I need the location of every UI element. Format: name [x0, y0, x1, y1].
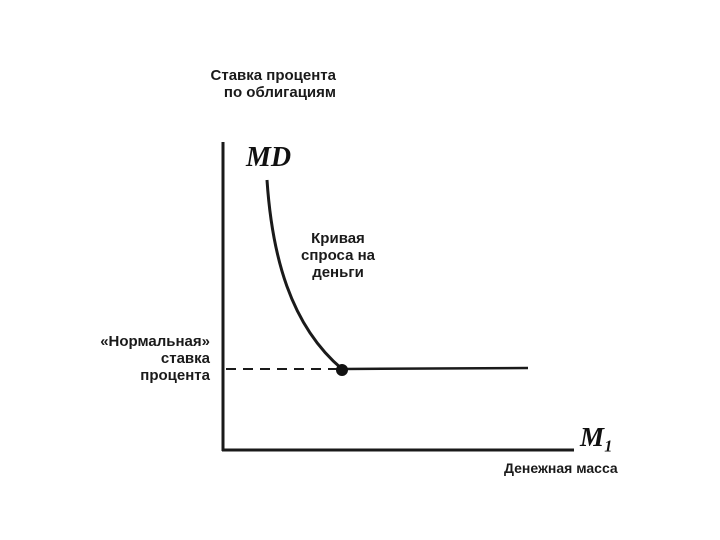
x-axis-title: Денежная масса — [504, 460, 618, 476]
curve-annotation-line-1: Кривая — [311, 230, 365, 247]
normal-rate-annotation: «Нормальная» ставка процента — [100, 333, 210, 384]
rate-annotation-line-3: процента — [140, 367, 210, 384]
y-axis-title-line-2: по облигациям — [223, 84, 336, 101]
rate-annotation-line-1: «Нормальная» — [100, 333, 210, 350]
money-demand-curve — [265, 179, 343, 371]
curve-annotation-line-3: деньги — [312, 264, 364, 281]
rate-annotation-line-2: ставка — [160, 350, 210, 367]
kink-point-marker — [336, 364, 348, 376]
md-curve-label: MD — [246, 142, 292, 173]
y-axis-title-line-1: Ставка процента — [210, 67, 336, 84]
y-axis-title: Ставка процента по облигациям — [211, 67, 336, 101]
liquidity-trap-flat-segment — [341, 366, 529, 371]
curve-annotation-line-2: спроса на — [301, 247, 375, 264]
curve-annotation: Кривая спроса на деньги — [288, 230, 388, 281]
x-axis-symbol: M₁ — [580, 422, 614, 452]
